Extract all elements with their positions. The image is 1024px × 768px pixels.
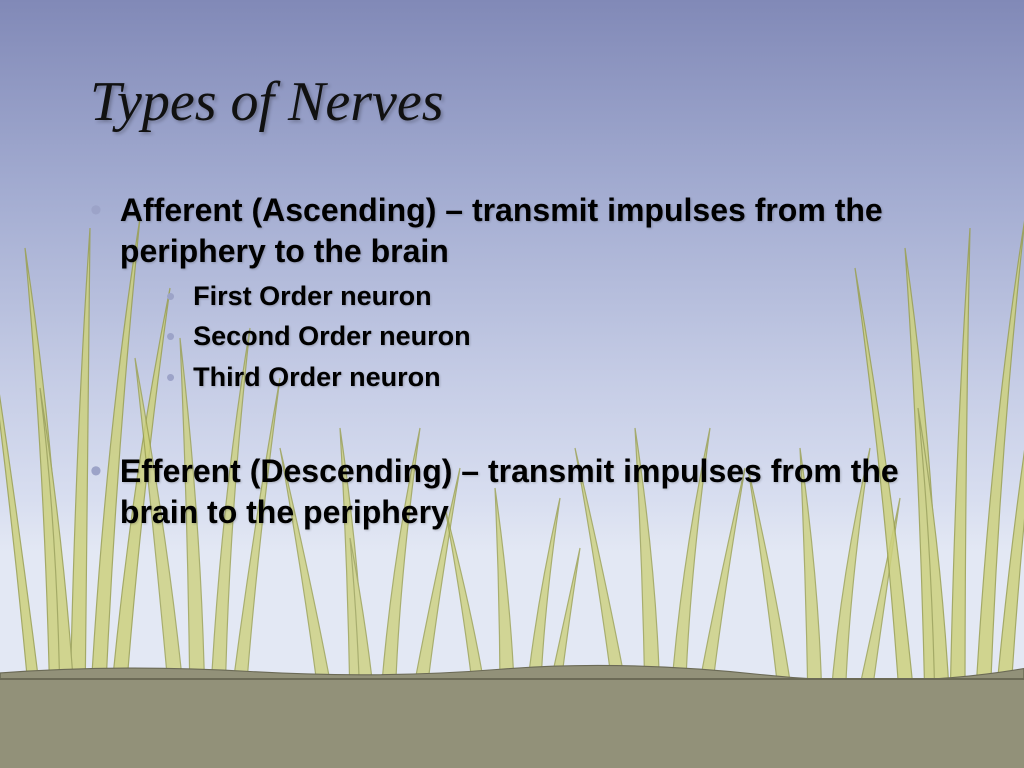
bullet-level1: • Afferent (Ascending) – transmit impuls… bbox=[90, 190, 964, 272]
bullet-level2: • Third Order neuron bbox=[166, 359, 964, 395]
bullet-text: Third Order neuron bbox=[193, 359, 441, 395]
spacer bbox=[90, 425, 964, 451]
bullet-text: Efferent (Descending) – transmit impulse… bbox=[120, 451, 964, 533]
bullet-level2: • Second Order neuron bbox=[166, 318, 964, 354]
slide-background: Types of Nerves • Afferent (Ascending) –… bbox=[0, 0, 1024, 768]
bullet-text: First Order neuron bbox=[193, 278, 432, 314]
bullet-level2: • First Order neuron bbox=[166, 278, 964, 314]
bullet-dot-icon: • bbox=[166, 318, 175, 354]
bullet-text: Afferent (Ascending) – transmit impulses… bbox=[120, 190, 964, 272]
slide-title: Types of Nerves bbox=[90, 70, 444, 134]
ground-decor bbox=[0, 678, 1024, 768]
bullet-text: Second Order neuron bbox=[193, 318, 471, 354]
bullet-level1: • Efferent (Descending) – transmit impul… bbox=[90, 451, 964, 533]
sub-bullet-list: • First Order neuron • Second Order neur… bbox=[166, 278, 964, 395]
bullet-dot-icon: • bbox=[90, 451, 102, 533]
bullet-dot-icon: • bbox=[166, 278, 175, 314]
slide-body: • Afferent (Ascending) – transmit impuls… bbox=[90, 190, 964, 539]
bullet-dot-icon: • bbox=[166, 359, 175, 395]
bullet-dot-icon: • bbox=[90, 190, 102, 272]
